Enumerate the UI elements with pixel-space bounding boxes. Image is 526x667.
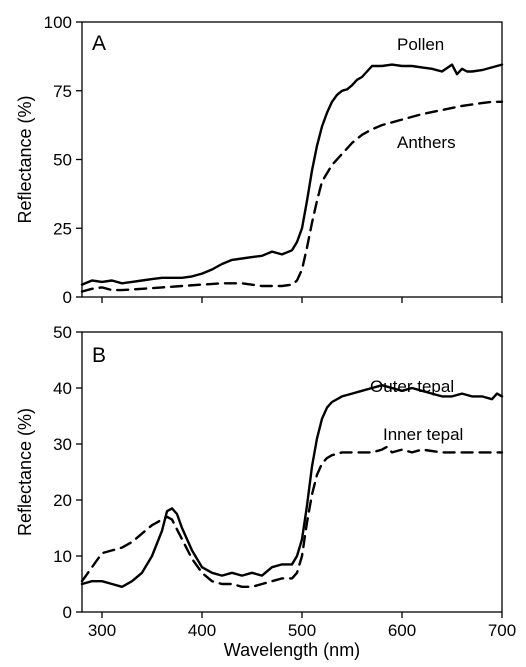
- y-tick-label: 75: [53, 82, 72, 101]
- y-tick-label: 40: [53, 379, 72, 398]
- panel-b-y-axis: 0 10 20 30 40 50: [53, 323, 82, 622]
- series-line-inner-tepal: [80, 445, 504, 588]
- panel-a-x-axis: [101, 297, 503, 303]
- panel-a: 0 25 50 75 100 A Reflectance (%) Pollen Anth…: [15, 13, 504, 307]
- panel-b-letter: B: [92, 344, 106, 367]
- series-line-anthers: [80, 100, 504, 293]
- panel-a-letter: A: [92, 32, 106, 55]
- panel-b-y-axis-title: Reflectance (%): [15, 408, 35, 536]
- y-tick-label: 100: [44, 13, 72, 32]
- panel-b-plot-frame: [81, 331, 503, 613]
- panel-a-y-axis: 0 25 50 75 100: [44, 13, 82, 307]
- series-line-pollen: [80, 63, 504, 286]
- series-label-outer-tepal: Outer tepal: [370, 377, 454, 396]
- panel-a-plot-frame: [81, 21, 503, 298]
- x-axis-title: Wavelength (nm): [224, 640, 360, 660]
- x-tick-label: 400: [188, 621, 216, 640]
- panel-a-y-axis-title: Reflectance (%): [15, 95, 35, 223]
- x-tick-label: 500: [288, 621, 316, 640]
- x-tick-label: 700: [488, 621, 516, 640]
- y-tick-label: 0: [63, 603, 72, 622]
- series-label-pollen: Pollen: [397, 35, 444, 54]
- y-tick-label: 50: [53, 323, 72, 342]
- y-tick-label: 25: [53, 219, 72, 238]
- x-tick-label: 600: [388, 621, 416, 640]
- panel-b-series: [80, 384, 504, 588]
- y-tick-label: 30: [53, 435, 72, 454]
- series-label-anthers: Anthers: [397, 133, 456, 152]
- y-tick-label: 0: [63, 288, 72, 307]
- panel-b-x-axis: 300 400 500 600 700: [88, 612, 516, 640]
- panel-b: 0 10 20 30 40 50 300 400 500 600 700 B Reflectanc…: [15, 323, 516, 660]
- series-line-outer-tepal: [80, 384, 504, 588]
- y-tick-label: 50: [53, 151, 72, 170]
- series-label-inner-tepal: Inner tepal: [383, 425, 463, 444]
- y-tick-label: 20: [53, 491, 72, 510]
- y-tick-label: 10: [53, 547, 72, 566]
- x-tick-label: 300: [88, 621, 116, 640]
- panel-a-series: [80, 63, 504, 293]
